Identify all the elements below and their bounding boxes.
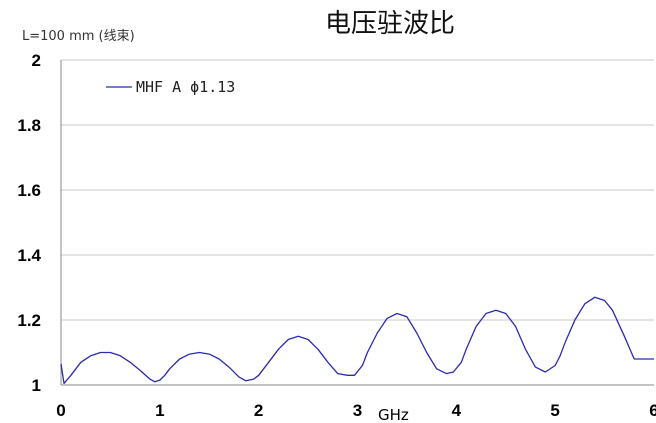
y-tick-label: 1 [32,376,41,395]
x-tick-label: 6 [649,401,656,420]
x-tick-label: 2 [254,401,263,420]
y-tick-label: 1.4 [17,246,41,265]
series-group [60,296,654,385]
x-tick-label: 5 [550,401,559,420]
chart-subtitle: L=100 mm (线束) [22,29,135,44]
y-tick-label: 1.8 [17,116,41,135]
gridlines [61,59,654,321]
legend-label: MHF A ϕ1.13 [136,78,235,96]
x-tick-label: 3 [353,401,362,420]
x-axis-label: GHz [378,406,409,423]
y-tick-label: 1.6 [17,181,41,200]
legend: MHF A ϕ1.13 [106,78,235,96]
series-line [60,296,654,385]
y-tick-label: 1.2 [17,311,41,330]
x-tick-labels: 0 1 2 3 4 5 6 [56,401,656,420]
x-tick-label: 1 [155,401,164,420]
chart-title: 电压驻波比 [325,9,455,39]
y-tick-labels: 1 1.2 1.4 1.6 1.8 2 [17,51,41,395]
y-tick-label: 2 [32,51,41,70]
x-tick-label: 0 [56,401,65,420]
x-tick-label: 4 [452,401,462,420]
